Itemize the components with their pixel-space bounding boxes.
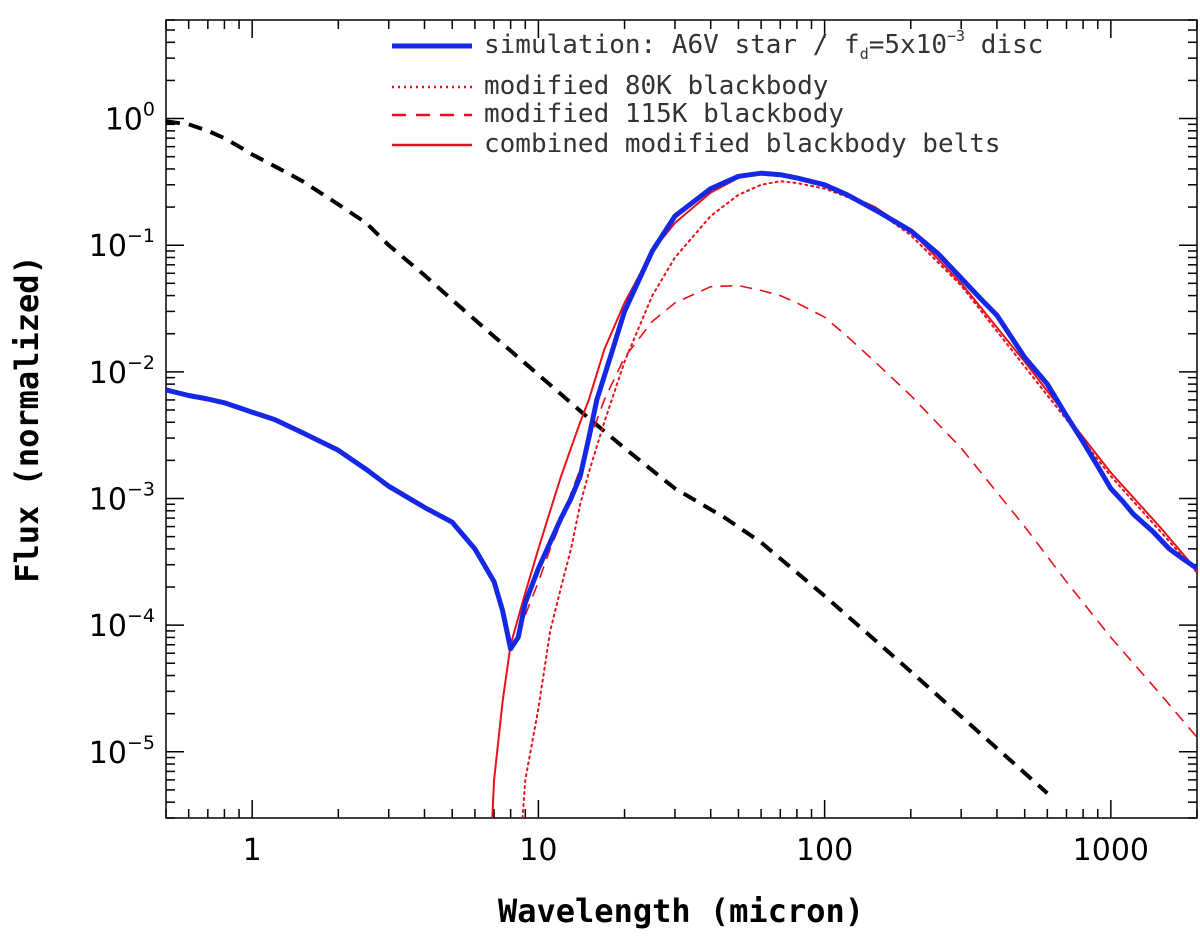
legend-label-simulation: simulation: A6V star / fd=5x10−3 disc bbox=[484, 27, 1043, 63]
legend-label-combined: combined modified blackbody belts bbox=[484, 129, 1001, 159]
plot-frame bbox=[165, 19, 1198, 819]
legend-label-115k: modified 115K blackbody bbox=[484, 99, 844, 129]
x-tick-labels: 1 10 100 1000 bbox=[243, 833, 1149, 868]
x-axis-title: Wavelength (micron) bbox=[498, 892, 864, 930]
series-bb80-line bbox=[521, 180, 1197, 818]
y-tick-label: 10−4 bbox=[89, 605, 155, 644]
y-tick-label: 10−1 bbox=[89, 225, 155, 264]
x-tick-label: 100 bbox=[796, 833, 853, 868]
y-tick-label: 100 bbox=[105, 99, 155, 138]
x-tick-label: 10 bbox=[519, 833, 557, 868]
series-layer bbox=[166, 119, 1197, 818]
y-tick-label: 10−5 bbox=[89, 732, 155, 771]
legend: simulation: A6V star / fd=5x10−3 disc mo… bbox=[392, 27, 1043, 159]
series-sim-line bbox=[166, 170, 1197, 652]
x-tick-label: 1 bbox=[243, 833, 262, 868]
y-axis-title: Flux (normalized) bbox=[8, 255, 46, 583]
axis-ticks bbox=[165, 19, 1198, 819]
series-bb115-line bbox=[524, 284, 1197, 738]
y-tick-labels: 100 10−1 10−2 10−3 10−4 10−5 bbox=[89, 99, 155, 771]
y-tick-label: 10−2 bbox=[89, 352, 155, 391]
series-combined-line bbox=[491, 172, 1197, 818]
series-stellar-line bbox=[166, 119, 1049, 795]
legend-label-80k: modified 80K blackbody bbox=[484, 71, 828, 101]
x-tick-label: 1000 bbox=[1073, 833, 1149, 868]
y-tick-label: 10−3 bbox=[89, 478, 155, 517]
